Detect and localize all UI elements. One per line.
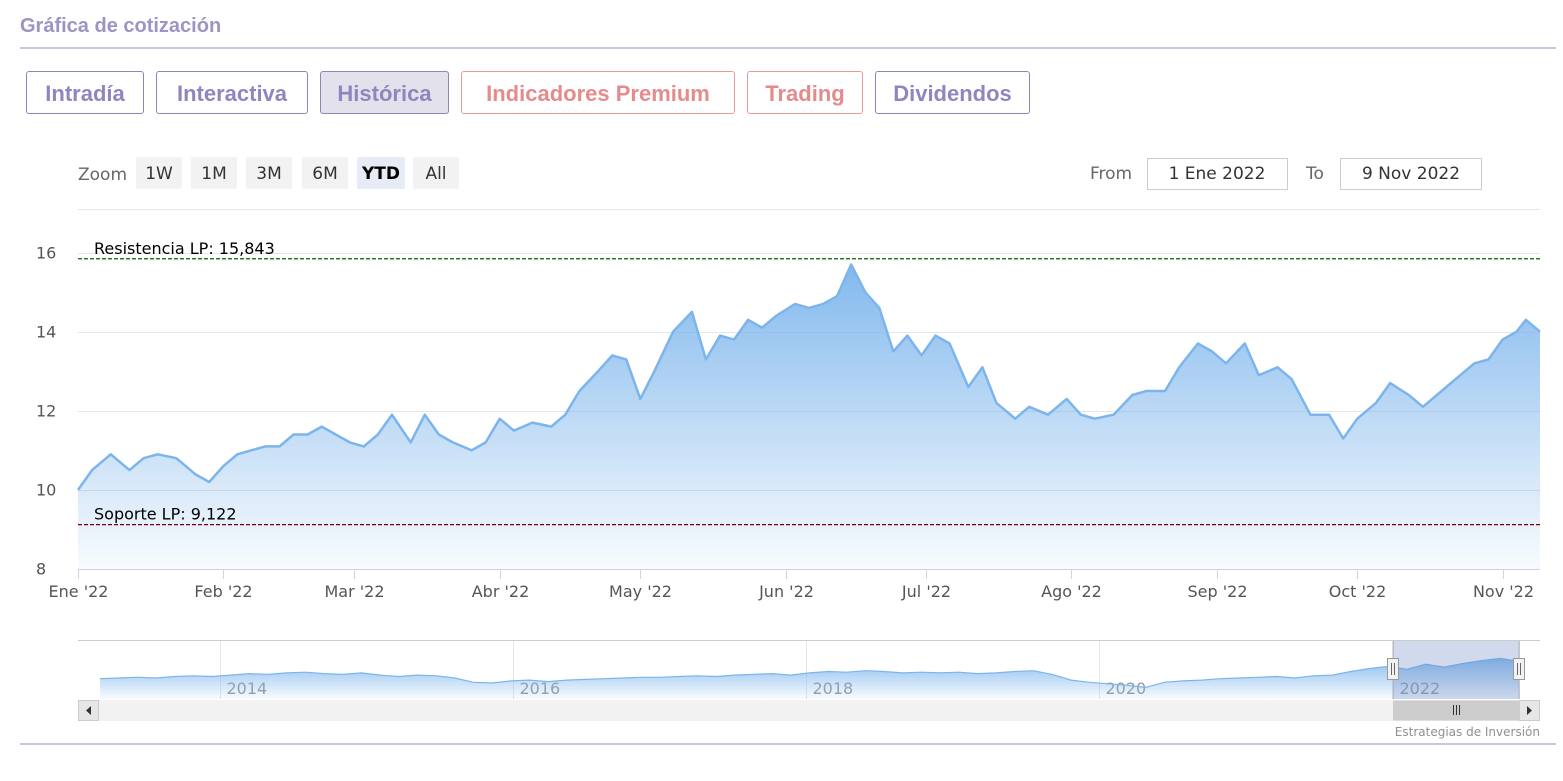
zoom-button-3m[interactable]: 3M (246, 157, 292, 189)
arrow-left-icon (86, 706, 91, 715)
from-label: From (1090, 164, 1132, 184)
from-date-input[interactable] (1147, 158, 1288, 190)
to-date-value[interactable]: 9 Nov 2022 (1362, 164, 1460, 184)
scrollbar-track[interactable] (78, 700, 1540, 721)
navigator-line (99, 657, 1520, 689)
zoom-button-label[interactable]: YTD (361, 164, 400, 184)
page-title: Gráfica de cotización (20, 15, 222, 37)
y-tick-label: 10 (36, 481, 56, 500)
from-date-value[interactable]: 1 Ene 2022 (1169, 164, 1266, 184)
to-label: To (1305, 164, 1324, 184)
zoom-button-label[interactable]: All (425, 164, 446, 184)
tab-interactiva[interactable]: Interactiva (156, 71, 308, 114)
x-tick-label: Mar '22 (324, 582, 384, 601)
x-axis: Ene '22 Feb '22 Mar '22 Abr '22 May '22 Jun '… (49, 569, 1534, 601)
zoom-button-bg[interactable] (302, 157, 348, 189)
zoom-button-all[interactable]: All (413, 157, 459, 189)
credits-text[interactable]: Estrategias de Inversión (1395, 725, 1540, 739)
zoom-button-bg[interactable] (413, 157, 459, 189)
zoom-button-label[interactable]: 1W (145, 164, 173, 184)
title-divider (20, 47, 1556, 49)
price-line (76, 263, 1541, 491)
navigator-selected-range[interactable] (1393, 641, 1520, 699)
y-tick-label: 8 (36, 560, 46, 579)
zoom-label: Zoom (78, 165, 127, 185)
tab-trading[interactable]: Trading (747, 71, 863, 114)
tab-indicadores-premium[interactable]: Indicadores Premium (461, 71, 735, 114)
zoom-button-bg[interactable] (191, 157, 237, 189)
to-date-input[interactable] (1340, 158, 1482, 190)
zoom-button-bg[interactable] (136, 157, 182, 189)
zoom-button-bg[interactable] (246, 157, 292, 189)
x-tick-label: Sep '22 (1188, 582, 1248, 601)
x-tick-label: May '22 (609, 582, 672, 601)
tab-dividendos[interactable]: Dividendos (875, 71, 1030, 114)
x-tick-label: Ago '22 (1041, 582, 1102, 601)
x-tick-label: Feb '22 (194, 582, 252, 601)
zoom-button-label[interactable]: 1M (201, 164, 226, 184)
handle-grip[interactable] (1513, 658, 1525, 680)
tab-intradia[interactable]: Intradía (26, 71, 144, 114)
price-area (78, 264, 1540, 569)
support-label: Soporte LP: 9,122 (94, 505, 237, 524)
zoom-button-1w[interactable]: 1W (136, 157, 182, 189)
zoom-button-label[interactable]: 6M (312, 164, 337, 184)
navigator-right-handle[interactable] (1513, 658, 1525, 680)
y-axis: 8 10 12 14 16 (36, 244, 56, 579)
resistance-label: Resistencia LP: 15,843 (94, 239, 275, 258)
y-tick-label: 16 (36, 244, 56, 263)
y-tick-label: 14 (36, 323, 56, 342)
x-tick-label: Jun '22 (758, 582, 814, 601)
x-tick-label: Nov '22 (1473, 582, 1534, 601)
zoom-button-6m[interactable]: 6M (302, 157, 348, 189)
arrow-right-icon (1527, 706, 1532, 715)
handle-grip[interactable] (1387, 658, 1399, 680)
x-tick-label: Jul '22 (901, 582, 951, 601)
zoom-button-ytd[interactable]: YTD (357, 157, 405, 189)
navigator-area (100, 658, 1519, 699)
scrollbar[interactable] (78, 700, 1540, 721)
x-tick-label: Ene '22 (49, 582, 109, 601)
y-tick-label: 12 (36, 402, 56, 421)
zoom-button-bg[interactable] (357, 157, 405, 189)
zoom-button-1m[interactable]: 1M (191, 157, 237, 189)
x-tick-label: Abr '22 (472, 582, 530, 601)
zoom-button-label[interactable]: 3M (256, 164, 281, 184)
tab-historica[interactable]: Histórica (320, 71, 449, 114)
navigator-left-handle[interactable] (1387, 658, 1399, 680)
x-tick-label: Oct '22 (1329, 582, 1387, 601)
bottom-divider (20, 743, 1556, 745)
